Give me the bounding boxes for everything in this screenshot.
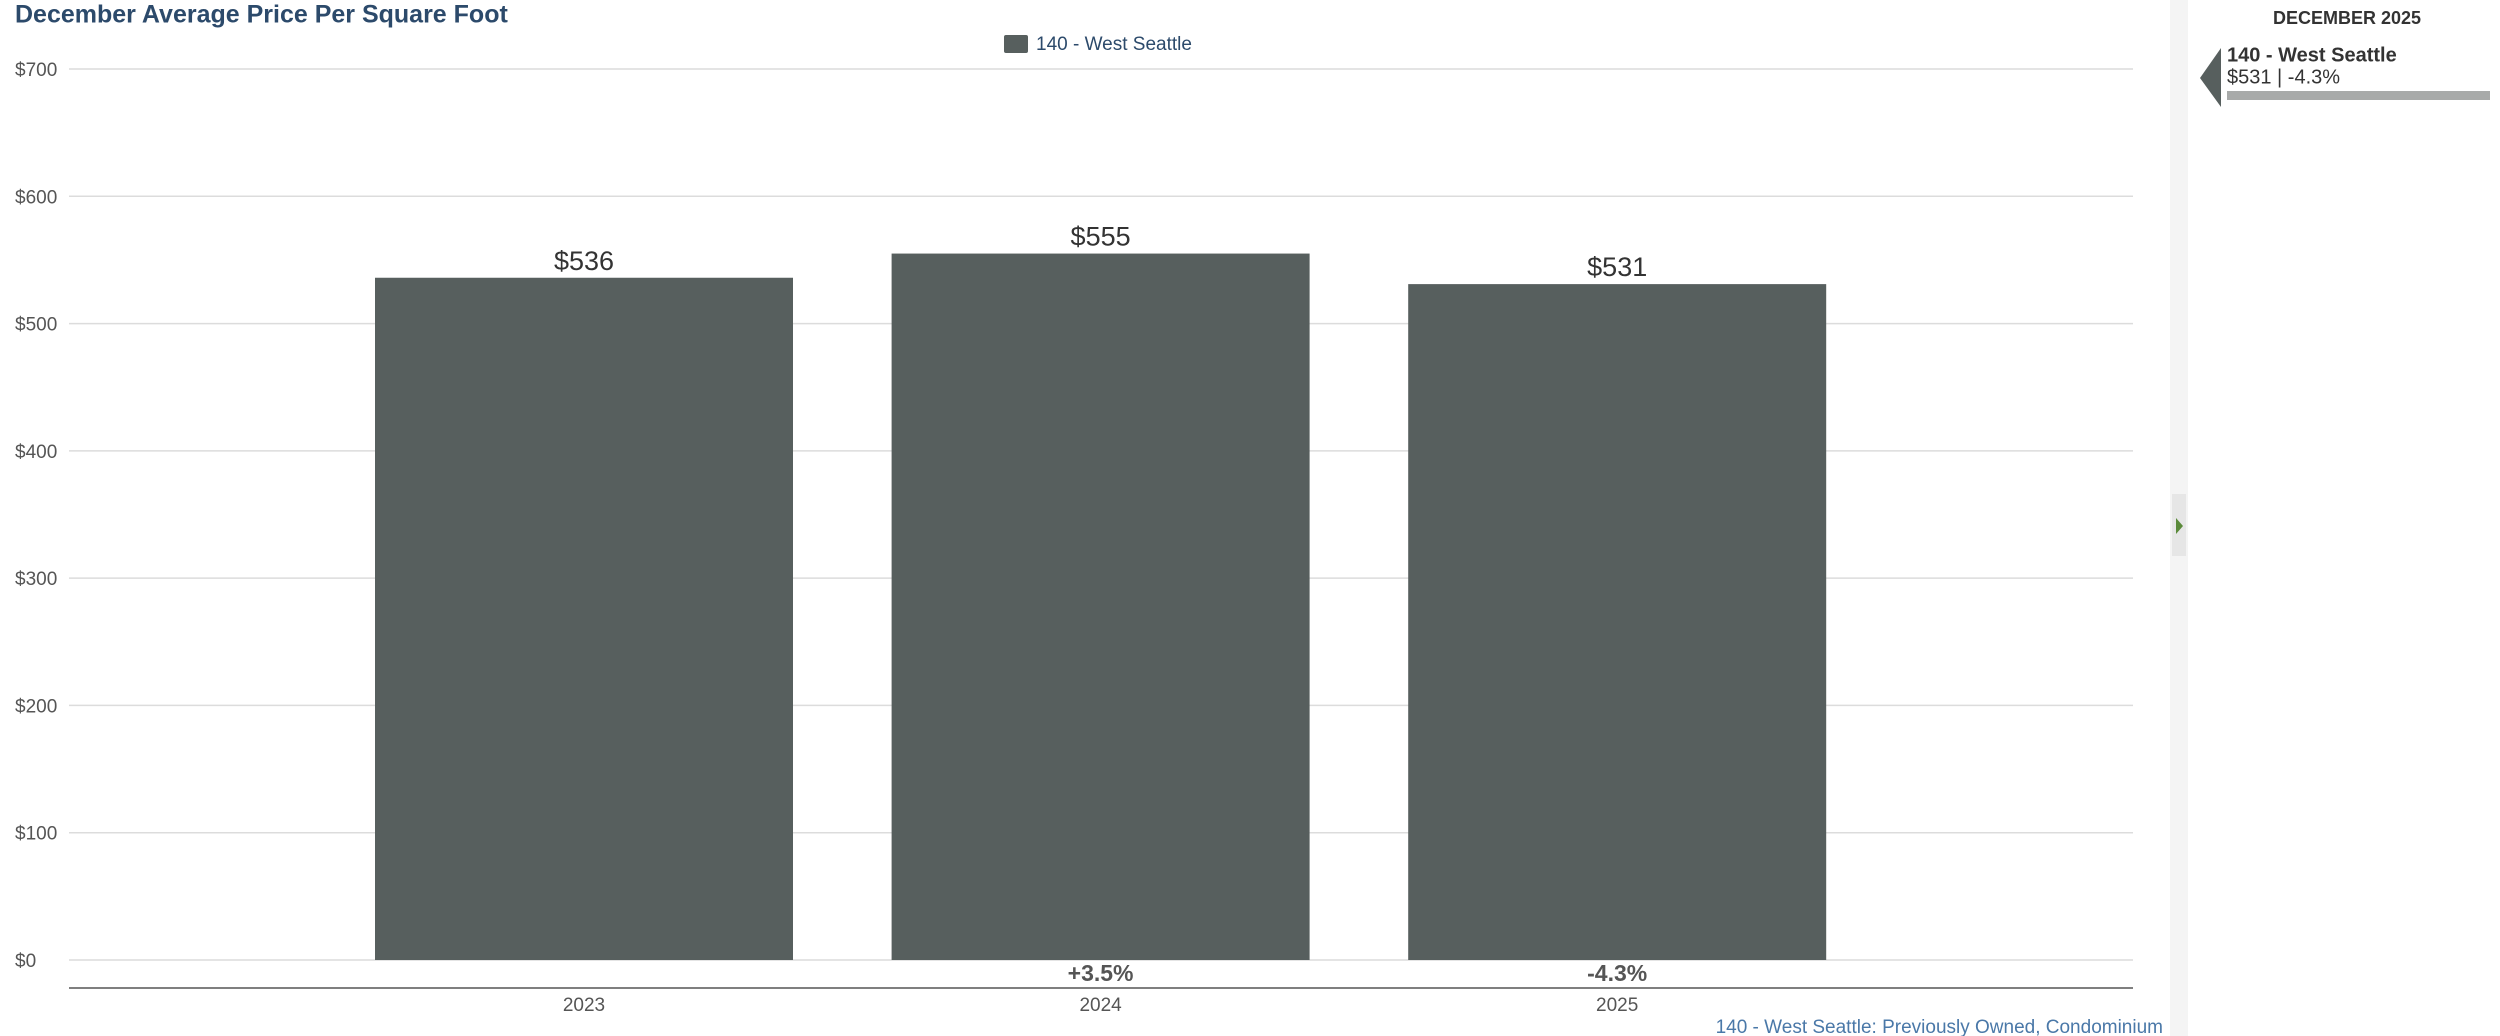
bar[interactable] (1408, 284, 1827, 960)
bar[interactable] (891, 253, 1310, 961)
y-tick-label: $600 (15, 187, 57, 208)
toggle-arrow (2176, 518, 2183, 534)
value-label: $555 (1071, 222, 1131, 252)
y-tick-label: $500 (15, 315, 57, 336)
y-tick-label: $700 (15, 60, 57, 81)
value-label: $531 (1587, 252, 1647, 282)
y-tick-label: $200 (15, 696, 57, 717)
y-tick-label: $400 (15, 442, 57, 463)
x-tick-label: 2025 (1596, 995, 1638, 1016)
value-label: $536 (554, 246, 614, 276)
y-tick-label: $100 (15, 824, 57, 845)
sidebar-heading: DECEMBER 2025 (2273, 8, 2421, 28)
bar[interactable] (375, 277, 793, 961)
y-tick-label: $300 (15, 569, 57, 590)
y-tick-label: $0 (15, 951, 36, 972)
x-tick-label: 2023 (563, 995, 605, 1016)
sidebar-bar (2227, 91, 2490, 100)
x-tick-label: 2024 (1079, 995, 1122, 1016)
change-label: +3.5% (1068, 960, 1134, 986)
change-label: -4.3% (1587, 960, 1647, 986)
sidebar-pointer (2200, 48, 2221, 107)
legend-label[interactable]: 140 - West Seattle (1036, 34, 1192, 55)
legend-swatch[interactable] (1004, 35, 1028, 53)
footnote: 140 - West Seattle: Previously Owned, Co… (1716, 1017, 2163, 1036)
sidebar-item-detail: $531 | -4.3% (2227, 66, 2340, 88)
sidebar-item-name[interactable]: 140 - West Seattle (2227, 44, 2397, 66)
chart-title: December Average Price Per Square Foot (15, 1, 508, 29)
